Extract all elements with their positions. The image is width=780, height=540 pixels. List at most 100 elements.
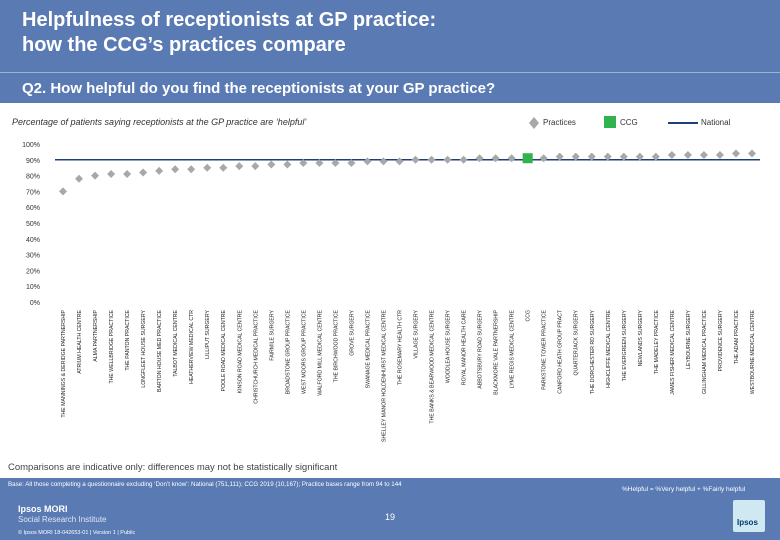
practice-marker <box>139 168 148 177</box>
header-divider <box>0 72 780 73</box>
category-label: HIGHCLIFFE MEDICAL CENTRE <box>606 309 612 387</box>
practice-marker <box>555 152 564 161</box>
category-label: THE ROSEMARY HEALTH CTR <box>397 310 403 385</box>
category-label: CANFORD HEATH GROUP PRACT <box>558 309 564 394</box>
practice-marker <box>203 163 212 172</box>
page-title: Helpfulness of receptionists at GP pract… <box>22 9 437 56</box>
practice-marker <box>315 158 324 167</box>
practice-marker <box>699 151 708 160</box>
practice-marker <box>747 149 756 158</box>
category-label: WOODLEA HOUSE SURGERY <box>446 309 452 383</box>
legend-ccg-label: CCG <box>620 118 638 127</box>
practice-marker <box>75 174 84 183</box>
header-banner: Helpfulness of receptionists at GP pract… <box>0 0 780 103</box>
category-label: LILLIPUT SURGERY <box>205 309 211 358</box>
practice-marker <box>331 158 340 167</box>
practice-marker <box>267 160 276 169</box>
definition-note: %Helpful = %Very helpful + %Fairly helpf… <box>622 486 746 493</box>
legend-national-line-icon <box>668 122 698 124</box>
category-label: PARKSTONE TOWER PRACTICE <box>542 309 548 389</box>
category-label: LEYBOURNE SURGERY <box>686 309 692 369</box>
y-tick-label: 50% <box>26 221 40 228</box>
category-label: HEATHERVIEW MEDICAL CTR <box>189 310 195 384</box>
category-label: PROVIDENCE SURGERY <box>718 309 724 371</box>
y-tick-label: 90% <box>26 158 40 165</box>
ccg-marker <box>522 153 533 164</box>
legend-ccg-marker-icon <box>604 116 616 128</box>
category-label: CCG <box>526 310 532 322</box>
y-tick-label: 100% <box>22 142 40 149</box>
y-tick-label: 30% <box>26 253 40 260</box>
category-label: POOLE ROAD MEDICAL CENTRE <box>221 309 227 391</box>
category-label: ROYAL MANOR HEALTH CARE <box>462 309 468 385</box>
practice-marker <box>299 158 308 167</box>
y-tick-label: 60% <box>26 205 40 212</box>
category-label: BARTON HOUSE MED PRACTICE <box>157 309 163 391</box>
practice-marker <box>667 151 676 160</box>
practice-marker <box>683 151 692 160</box>
practice-marker <box>251 162 260 171</box>
y-tick-label: 70% <box>26 189 40 196</box>
category-label: THE WELLBRIDGE PRACTICE <box>109 309 115 383</box>
category-label: LYME REGIS MEDICAL CENTRE <box>510 309 516 388</box>
y-tick-label: 20% <box>26 268 40 275</box>
practice-marker <box>459 155 468 164</box>
category-label: ALMA PARTNERSHIP <box>93 309 99 361</box>
practice-marker <box>715 151 724 160</box>
practice-marker <box>635 152 644 161</box>
category-label: BLACKMORE VALE PARTNERSHIP <box>494 309 500 394</box>
practice-marker <box>123 170 132 179</box>
practice-marker <box>571 152 580 161</box>
category-label: BROADSTONE GROUP PRACTICE <box>285 309 291 394</box>
practice-marker <box>731 149 740 158</box>
y-tick-label: 10% <box>26 284 40 291</box>
practice-marker <box>443 155 452 164</box>
practice-marker <box>651 152 660 161</box>
y-tick-label: 40% <box>26 237 40 244</box>
chart-area: 0% 10% 20% 30% 40% 50% 60% 70% 80% 90% 100% THE MAN… <box>22 142 760 442</box>
category-label: KINSON ROAD MEDICAL CENTRE <box>237 309 243 393</box>
y-tick-label: 80% <box>26 174 40 181</box>
practice-marker <box>187 165 196 174</box>
category-label: SHELLEY MANOR HOLDENHURST MEDICAL CENTRE <box>381 309 387 441</box>
category-label: LONGFLEET HOUSE SURGERY <box>141 309 147 387</box>
practice-marker <box>59 187 68 196</box>
category-label: VILLAGE SURGERY <box>414 309 420 358</box>
practice-marker <box>475 154 484 163</box>
category-label: GILLINGHAM MEDICAL PRACTICE <box>702 309 708 394</box>
y-tick-label: 0% <box>30 300 40 307</box>
practice-marker <box>395 157 404 166</box>
brand-tagline: Social Research Institute <box>18 515 107 524</box>
category-label: WESTBOURNE MEDICAL CENTRE <box>750 309 756 394</box>
category-label: NEWLANDS SURGERY <box>638 309 644 366</box>
practice-marker <box>427 155 436 164</box>
category-label: THE ADAM PRACTICE <box>734 309 740 364</box>
footer-bar: Base: All those completing a questionnai… <box>0 478 780 540</box>
practice-marker <box>507 154 516 163</box>
practice-marker <box>283 160 292 169</box>
ipsos-logo-icon <box>733 500 765 532</box>
question-text: Q2. How helpful do you find the receptio… <box>22 80 496 97</box>
practice-marker <box>171 165 180 174</box>
category-label: WALFORD MILL MEDICAL CENTRE <box>317 309 323 395</box>
practice-marker <box>539 154 548 163</box>
practice-marker <box>107 170 116 179</box>
category-label: CHRISTCHURCH MEDICAL PRACTICE <box>253 309 259 403</box>
practice-marker <box>219 163 228 172</box>
practice-marker <box>347 158 356 167</box>
practice-marker <box>603 152 612 161</box>
practice-marker <box>155 166 164 175</box>
category-label: THE MADELEY PRACTICE <box>654 309 660 374</box>
category-label: THE MANNINGS & DERIDGE PARTNERSHIP <box>61 309 67 417</box>
ipsos-logo-text: Ipsos <box>737 518 758 527</box>
practice-marker <box>363 157 372 166</box>
category-label: QUARTERJACK SURGERY <box>574 309 580 375</box>
legend-national-label: National <box>701 118 731 127</box>
practice-marker <box>587 152 596 161</box>
practice-marker <box>235 162 244 171</box>
copyright-text: © Ipsos MORI 18-042653-01 | Version 1 | … <box>18 530 136 536</box>
chart-legend: Practices CCG National <box>520 116 780 132</box>
chart-subtitle: Percentage of patients saying receptioni… <box>12 117 307 127</box>
category-label: JAMES FISHER MEDICAL CENTRE <box>670 309 676 394</box>
category-label: THE DORCHESTER RD SURGERY <box>590 309 596 394</box>
